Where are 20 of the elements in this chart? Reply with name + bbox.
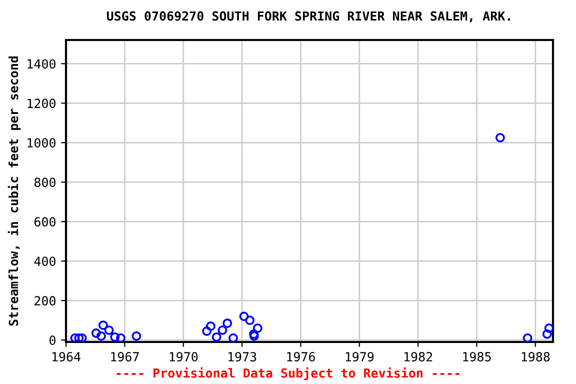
y-tick-label: 1200 <box>28 98 56 108</box>
x-tick-label: 1979 <box>346 352 374 362</box>
y-axis-title: Streamflow, in cubic feet per second <box>8 56 21 326</box>
y-tick-label: 200 <box>34 296 56 306</box>
y-tick-label: 600 <box>34 217 56 227</box>
y-tick-label: 1000 <box>28 138 56 148</box>
x-tick-label: 1964 <box>52 352 80 362</box>
y-tick-label: 800 <box>34 178 56 188</box>
x-tick-label: 1985 <box>463 352 491 362</box>
x-tick-label: 1967 <box>111 352 139 362</box>
x-tick-label: 1988 <box>522 352 550 362</box>
text: ---- Provisional Data Subject to Revision ---- <box>116 367 460 380</box>
x-tick-label: 1970 <box>170 352 198 362</box>
y-tick-label: 0 <box>50 336 56 345</box>
y-tick-label: 400 <box>34 256 56 266</box>
x-tick-label: 1973 <box>228 352 256 362</box>
x-tick-label: 1976 <box>287 352 315 362</box>
x-tick-label: 1982 <box>404 352 432 362</box>
y-tick-label: 1400 <box>28 59 56 69</box>
chart-title: USGS 07069270 SOUTH FORK SPRING RIVER NEAR SALEM, ARK. <box>106 11 510 22</box>
